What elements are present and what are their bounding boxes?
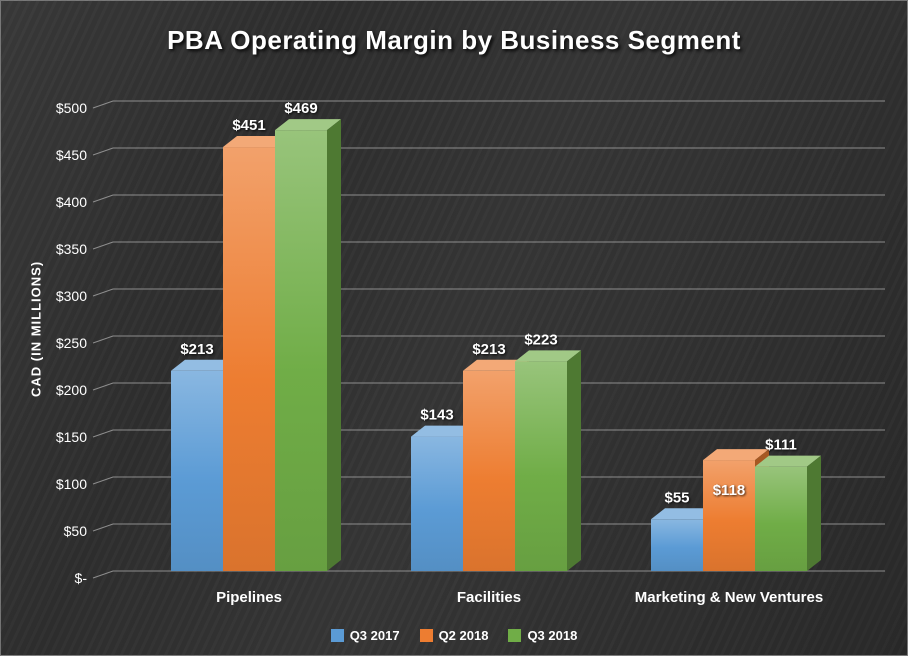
y-tick-label: $250	[56, 335, 87, 351]
bar-top-face	[515, 350, 581, 362]
bar-top-face	[171, 359, 237, 371]
bar-front-face	[515, 361, 567, 571]
gridline	[92, 476, 885, 485]
gridline	[92, 570, 885, 579]
gridline	[92, 194, 885, 203]
y-tick-label: $50	[64, 523, 88, 539]
data-label-q3-2017-facilities: $143	[420, 407, 453, 424]
legend-item-q2-2018: Q2 2018	[419, 628, 489, 643]
gridline	[92, 288, 885, 297]
data-label-q3-2018-pipelines: $469	[284, 100, 317, 117]
gridline	[92, 241, 885, 250]
legend-swatch	[419, 629, 433, 642]
bar-side-face	[567, 350, 581, 571]
data-label-q3-2017-pipelines: $213	[180, 341, 213, 358]
bar-front-face	[703, 460, 755, 571]
gridline	[92, 100, 885, 109]
y-tick-label: $500	[56, 100, 87, 116]
legend-label: Q3 2017	[349, 628, 400, 643]
y-tick-label: $300	[56, 288, 87, 304]
legend-swatch	[330, 629, 344, 642]
legend: Q3 2017 Q2 2018 Q3 2018	[1, 628, 907, 643]
data-label-q2-2018-pipelines: $451	[232, 117, 265, 134]
gridline	[92, 382, 885, 391]
bar-side-face	[327, 119, 341, 571]
bar-front-face	[411, 436, 463, 571]
data-label-q3-2018-marketing-new-ventures: $111	[765, 437, 797, 454]
gridline	[92, 147, 885, 156]
bar-q3-2018-marketing-new-ventures	[755, 455, 821, 571]
category-label-facilities: Facilities	[457, 589, 521, 606]
legend-swatch	[508, 629, 522, 642]
bar-top-face	[223, 136, 289, 148]
bar-q3-2018-facilities	[515, 350, 581, 571]
bar-front-face	[275, 130, 327, 571]
data-label-q3-2018-facilities: $223	[524, 331, 557, 348]
legend-label: Q3 2018	[527, 628, 578, 643]
legend-item-q3-2017: Q3 2017	[330, 628, 400, 643]
bar-front-face	[651, 519, 703, 571]
y-tick-label: $450	[56, 147, 87, 163]
y-tick-label: $150	[56, 429, 87, 445]
bar-front-face	[463, 370, 515, 571]
category-label-pipelines: Pipelines	[216, 589, 282, 606]
bar-top-face	[651, 508, 717, 520]
y-tick-label: $-	[75, 570, 88, 586]
legend-item-q3-2018: Q3 2018	[508, 628, 577, 643]
bar-top-face	[463, 359, 529, 371]
data-label-q3-2017-marketing-new-ventures: $55	[664, 489, 689, 506]
bar-top-face	[411, 425, 477, 437]
legend-label: Q2 2018	[438, 628, 489, 643]
gridline	[92, 523, 885, 532]
bar-front-face	[223, 147, 275, 571]
data-label-q2-2018-facilities: $213	[472, 341, 505, 358]
bar-top-face	[275, 119, 341, 131]
bar-top-face	[755, 455, 821, 467]
bar-q3-2018-pipelines	[275, 119, 341, 571]
y-tick-label: $200	[56, 382, 87, 398]
y-tick-label: $100	[56, 476, 87, 492]
y-tick-label: $400	[56, 194, 87, 210]
y-tick-label: $350	[56, 241, 87, 257]
category-label-marketing-new-ventures: Marketing & New Ventures	[635, 589, 823, 606]
data-label-q2-2018-marketing-new-ventures: $118	[713, 482, 746, 499]
gridline	[92, 429, 885, 438]
bar-side-face	[807, 455, 821, 571]
gridline	[92, 335, 885, 344]
bar-front-face	[171, 370, 223, 571]
bar-front-face	[755, 466, 807, 571]
bar-top-face	[703, 449, 769, 461]
chart-title: PBA Operating Margin by Business Segment	[167, 25, 741, 55]
